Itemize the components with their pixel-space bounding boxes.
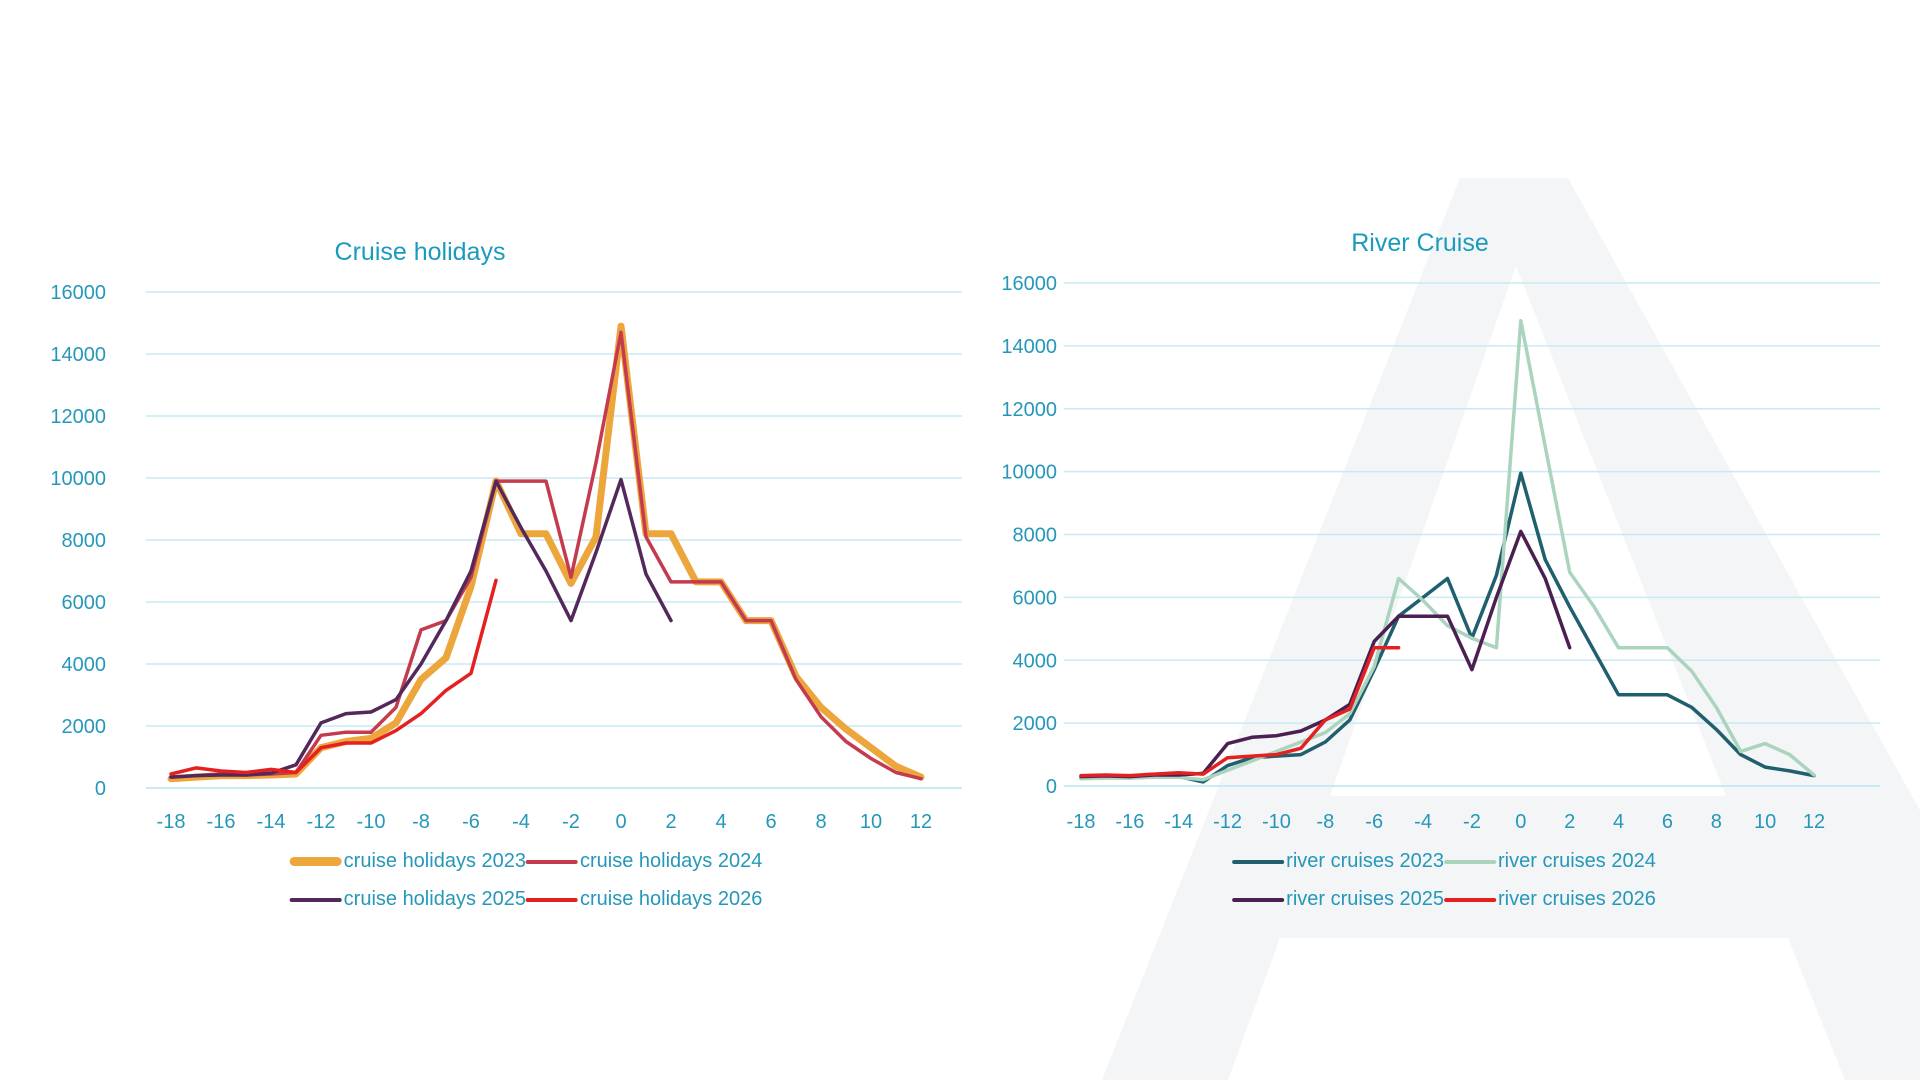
x-tick-label: -6 xyxy=(462,811,480,833)
legend-item: river cruises 2023 xyxy=(1232,850,1444,873)
x-tick-label: 0 xyxy=(1515,811,1526,833)
x-tick-label: -8 xyxy=(1316,811,1334,833)
legend-label: cruise holidays 2025 xyxy=(343,888,526,910)
y-tick-label: 0 xyxy=(1046,776,1057,798)
left-chart-legend: cruise holidays 2023 cruise holidays 2024… xyxy=(289,848,762,924)
x-tick-label: 12 xyxy=(910,811,932,833)
legend-key-line xyxy=(526,897,578,902)
x-tick-label: 10 xyxy=(1754,811,1776,833)
x-tick-label: 0 xyxy=(615,811,626,833)
legend-key-line xyxy=(1444,859,1496,864)
x-tick-label: -12 xyxy=(1213,811,1242,833)
legend-item: cruise holidays 2024 xyxy=(526,850,762,873)
legend-label: river cruises 2024 xyxy=(1498,850,1656,872)
x-tick-label: -14 xyxy=(1164,811,1193,833)
series-line-river-cruises-2024 xyxy=(1079,318,1816,782)
x-tick-label: 8 xyxy=(815,811,826,833)
legend-label: cruise holidays 2023 xyxy=(343,850,526,872)
legend-label: river cruises 2026 xyxy=(1498,888,1656,910)
letter-a-watermark xyxy=(1102,178,1920,1080)
legend-row: river cruises 2023 river cruises 2024 xyxy=(1232,848,1656,875)
y-tick-label: 8000 xyxy=(1013,525,1058,547)
y-tick-label: 14000 xyxy=(50,344,106,366)
x-tick-label: 8 xyxy=(1711,811,1722,833)
x-tick-label: -10 xyxy=(357,811,386,833)
legend-item: cruise holidays 2026 xyxy=(526,888,762,911)
left-chart-title: Cruise holidays xyxy=(334,238,506,266)
x-tick-label: -8 xyxy=(412,811,430,833)
legend-label: river cruises 2023 xyxy=(1286,850,1444,872)
legend-key-line xyxy=(526,859,578,864)
legend-item: cruise holidays 2023 xyxy=(289,850,526,873)
y-tick-label: 8000 xyxy=(62,530,107,552)
x-tick-label: -16 xyxy=(207,811,236,833)
x-tick-label: -6 xyxy=(1365,811,1383,833)
x-tick-label: -4 xyxy=(512,811,530,833)
x-tick-label: 4 xyxy=(715,811,726,833)
x-tick-label: -12 xyxy=(307,811,336,833)
x-tick-label: 10 xyxy=(860,811,882,833)
y-tick-label: 14000 xyxy=(1001,336,1057,358)
y-tick-label: 2000 xyxy=(1013,713,1058,735)
x-tick-label: -14 xyxy=(257,811,286,833)
x-tick-label: -16 xyxy=(1115,811,1144,833)
gridlines-layer xyxy=(146,282,1880,789)
x-tick-label: 2 xyxy=(665,811,676,833)
legend-row: cruise holidays 2025 cruise holidays 2026 xyxy=(289,886,762,913)
y-tick-label: 10000 xyxy=(1001,462,1057,484)
x-tick-label: -18 xyxy=(1067,811,1096,833)
series-line-cruise-holidays-2025 xyxy=(169,477,673,779)
legend-key-line xyxy=(1232,859,1285,864)
series-line-river-cruises-2023 xyxy=(1079,471,1816,784)
y-tick-label: 12000 xyxy=(1001,399,1057,421)
legend-row: cruise holidays 2023 cruise holidays 2024 xyxy=(289,848,762,875)
legend-item: river cruises 2026 xyxy=(1444,888,1656,911)
legend-key-line xyxy=(289,897,342,902)
legend-label: river cruises 2025 xyxy=(1286,888,1444,910)
x-tick-label: -4 xyxy=(1414,811,1432,833)
series-line-cruise-holidays-2023 xyxy=(167,322,925,783)
series-line-cruise-holidays-2024 xyxy=(169,330,923,781)
y-tick-label: 16000 xyxy=(50,282,106,304)
y-tick-label: 0 xyxy=(95,778,106,800)
right-chart-title: River Cruise xyxy=(1351,229,1489,257)
x-tick-label: -2 xyxy=(562,811,580,833)
y-tick-label: 10000 xyxy=(50,468,106,490)
x-tick-label: 12 xyxy=(1803,811,1825,833)
axis-labels-layer: 0200040006000800010000120001400016000-18… xyxy=(50,273,1825,833)
series-lines-layer xyxy=(167,318,1816,784)
x-tick-label: -10 xyxy=(1262,811,1291,833)
legend-key-line xyxy=(1444,897,1496,902)
legend-key-line xyxy=(1232,897,1285,902)
y-tick-label: 4000 xyxy=(62,654,107,676)
y-tick-label: 16000 xyxy=(1001,273,1057,295)
x-tick-label: 6 xyxy=(1662,811,1673,833)
y-tick-label: 2000 xyxy=(62,716,107,738)
x-tick-label: 2 xyxy=(1564,811,1575,833)
x-tick-label: -18 xyxy=(157,811,186,833)
series-line-river-cruises-2026 xyxy=(1079,645,1401,778)
y-tick-label: 12000 xyxy=(50,406,106,428)
x-tick-label: -2 xyxy=(1463,811,1481,833)
legend-row: river cruises 2025 river cruises 2026 xyxy=(1232,886,1656,913)
y-tick-label: 6000 xyxy=(62,592,107,614)
legend-item: river cruises 2024 xyxy=(1444,850,1656,873)
right-chart-legend: river cruises 2023 river cruises 2024 rive… xyxy=(1232,848,1656,924)
legend-item: cruise holidays 2025 xyxy=(289,888,526,911)
series-line-cruise-holidays-2026 xyxy=(169,578,498,776)
x-tick-label: 6 xyxy=(765,811,776,833)
legend-key-line xyxy=(289,857,342,866)
y-tick-label: 4000 xyxy=(1013,650,1058,672)
x-tick-label: 4 xyxy=(1613,811,1624,833)
y-tick-label: 6000 xyxy=(1013,587,1058,609)
legend-label: cruise holidays 2026 xyxy=(580,888,763,910)
legend-item: river cruises 2025 xyxy=(1232,888,1444,911)
legend-label: cruise holidays 2024 xyxy=(580,850,763,872)
